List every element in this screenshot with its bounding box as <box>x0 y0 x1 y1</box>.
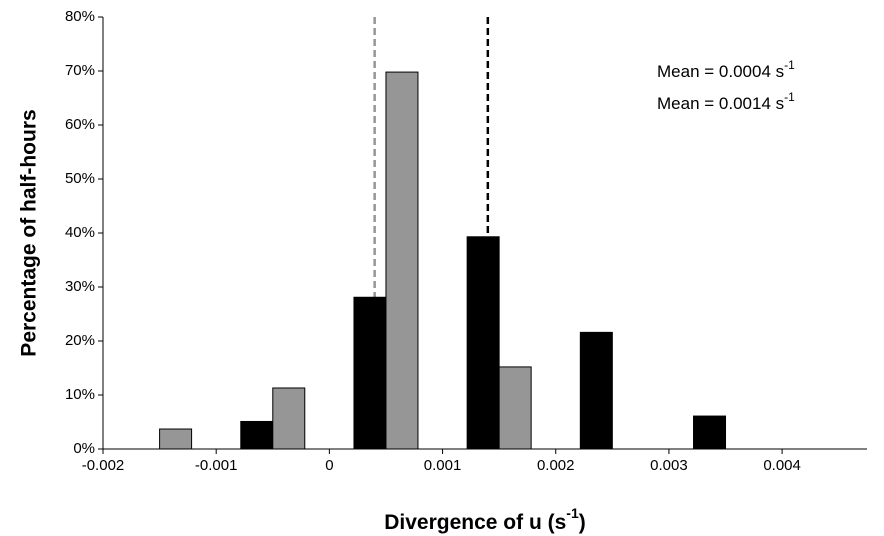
y-tick-label: 50% <box>65 170 95 187</box>
mean-label-sup: -1 <box>784 90 795 104</box>
x-title-end: ) <box>579 511 586 534</box>
x-tick-label: 0.002 <box>537 457 575 474</box>
bar <box>498 366 532 450</box>
x-tick-label: 0.003 <box>650 457 688 474</box>
y-axis-title: Percentage of half-hours <box>18 109 41 356</box>
bar <box>693 415 727 450</box>
mean-label: Mean = 0.0004 s-1 <box>657 58 795 81</box>
mean-label-text: Mean = 0.0014 s <box>657 94 784 113</box>
x-title-sup: -1 <box>566 505 579 521</box>
x-axis-title: Divergence of u (s-1) <box>384 505 586 534</box>
bar <box>466 236 500 450</box>
bar <box>272 387 306 450</box>
y-tick-label: 60% <box>65 116 95 133</box>
bar <box>240 420 274 450</box>
x-tick-label: 0 <box>325 457 333 474</box>
y-tick-label: 40% <box>65 224 95 241</box>
y-tick-label: 30% <box>65 278 95 295</box>
x-title-main: Divergence of u (s <box>384 511 566 534</box>
y-tick-label: 70% <box>65 62 95 79</box>
y-tick-label: 80% <box>65 8 95 25</box>
mean-label-sup: -1 <box>784 58 795 72</box>
bar <box>385 71 419 450</box>
y-tick-label: 0% <box>73 440 95 457</box>
y-tick-label: 10% <box>65 386 95 403</box>
x-tick-label: -0.001 <box>195 457 238 474</box>
bar <box>353 296 387 450</box>
mean-label: Mean = 0.0014 s-1 <box>657 90 795 113</box>
x-tick-label: 0.001 <box>424 457 462 474</box>
bar <box>579 331 613 450</box>
bar <box>159 428 193 450</box>
x-tick-label: 0.004 <box>763 457 801 474</box>
x-tick-label: -0.002 <box>82 457 125 474</box>
y-tick-label: 20% <box>65 332 95 349</box>
mean-label-text: Mean = 0.0004 s <box>657 62 784 81</box>
